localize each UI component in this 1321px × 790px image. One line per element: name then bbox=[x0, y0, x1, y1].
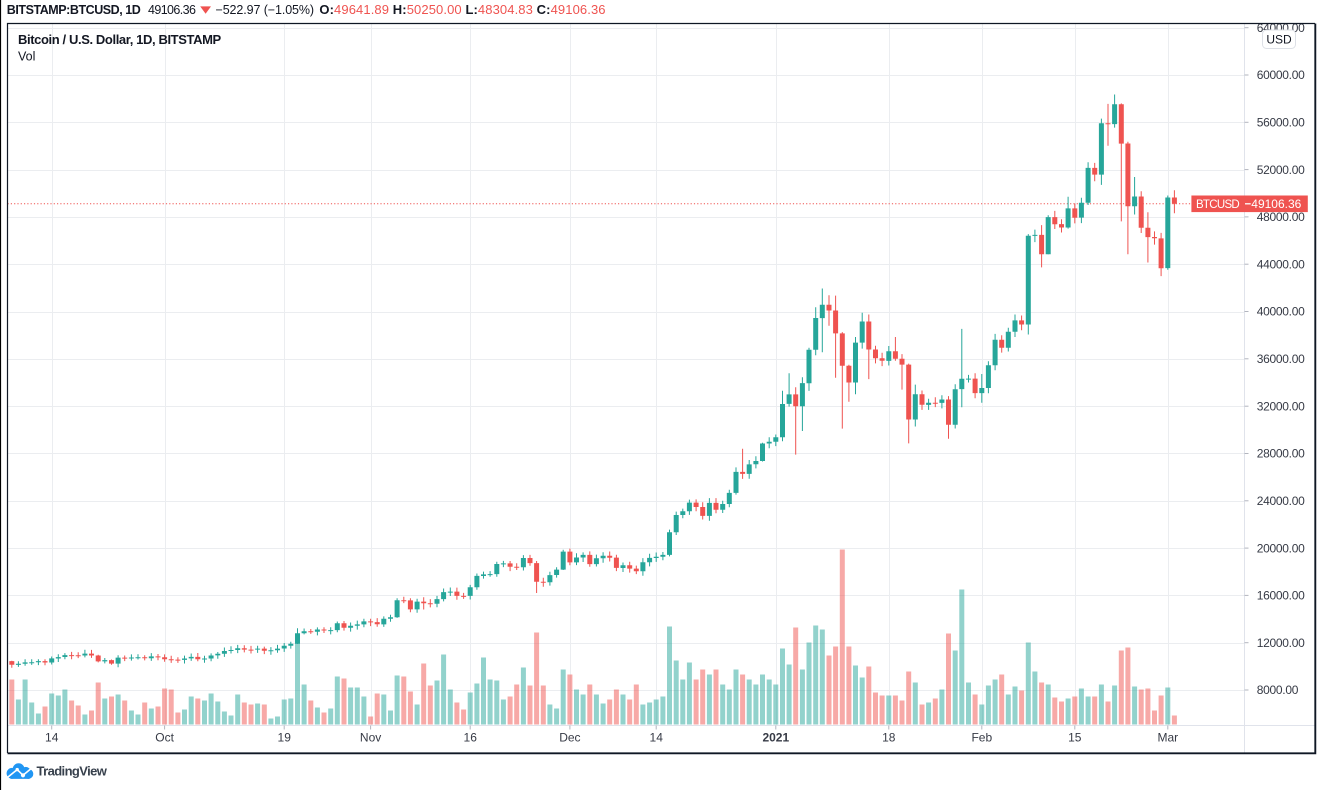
svg-text:Mar: Mar bbox=[1157, 731, 1178, 745]
svg-text:56000.00: 56000.00 bbox=[1257, 116, 1305, 130]
svg-text:49106.36: 49106.36 bbox=[1251, 197, 1301, 211]
svg-text:Dec: Dec bbox=[559, 731, 580, 745]
svg-text:BTCUSD: BTCUSD bbox=[1196, 199, 1239, 211]
svg-text:28000.00: 28000.00 bbox=[1257, 447, 1305, 461]
svg-text:Oct: Oct bbox=[155, 731, 174, 745]
svg-text:44000.00: 44000.00 bbox=[1257, 257, 1305, 271]
svg-text:24000.00: 24000.00 bbox=[1257, 494, 1305, 508]
svg-text:16000.00: 16000.00 bbox=[1257, 589, 1305, 603]
svg-text:36000.00: 36000.00 bbox=[1257, 352, 1305, 366]
svg-text:60000.00: 60000.00 bbox=[1257, 68, 1305, 82]
svg-text:Nov: Nov bbox=[360, 731, 381, 745]
svg-text:40000.00: 40000.00 bbox=[1257, 305, 1305, 319]
svg-text:2021: 2021 bbox=[762, 731, 789, 745]
svg-text:19: 19 bbox=[278, 731, 292, 745]
svg-text:BITSTAMP:BTCUSD, 1D: BITSTAMP:BTCUSD, 1D bbox=[7, 3, 141, 17]
svg-text:Feb: Feb bbox=[971, 731, 992, 745]
svg-text:TradingView: TradingView bbox=[37, 764, 108, 779]
svg-text:48000.00: 48000.00 bbox=[1257, 210, 1305, 224]
svg-text:49106.36: 49106.36 bbox=[148, 3, 196, 17]
svg-text:14: 14 bbox=[650, 731, 664, 745]
svg-text:16: 16 bbox=[464, 731, 478, 745]
svg-text:20000.00: 20000.00 bbox=[1257, 541, 1305, 555]
svg-text:−522.97 (−1.05%): −522.97 (−1.05%) bbox=[216, 3, 314, 17]
svg-text:32000.00: 32000.00 bbox=[1257, 399, 1305, 413]
svg-text:15: 15 bbox=[1068, 731, 1082, 745]
svg-text:Bitcoin / U.S. Dollar, 1D, BIT: Bitcoin / U.S. Dollar, 1D, BITSTAMP bbox=[18, 32, 222, 47]
svg-text:Vol: Vol bbox=[18, 50, 35, 64]
svg-text:52000.00: 52000.00 bbox=[1257, 163, 1305, 177]
svg-text:8000.00: 8000.00 bbox=[1257, 683, 1299, 697]
svg-text:USD: USD bbox=[1266, 33, 1292, 47]
svg-text:12000.00: 12000.00 bbox=[1257, 636, 1305, 650]
svg-text:14: 14 bbox=[45, 731, 59, 745]
svg-text:18: 18 bbox=[882, 731, 896, 745]
svg-text:O:49641.89 H:50250.00 L:48304.: O:49641.89 H:50250.00 L:48304.83 C:49106… bbox=[319, 2, 605, 17]
